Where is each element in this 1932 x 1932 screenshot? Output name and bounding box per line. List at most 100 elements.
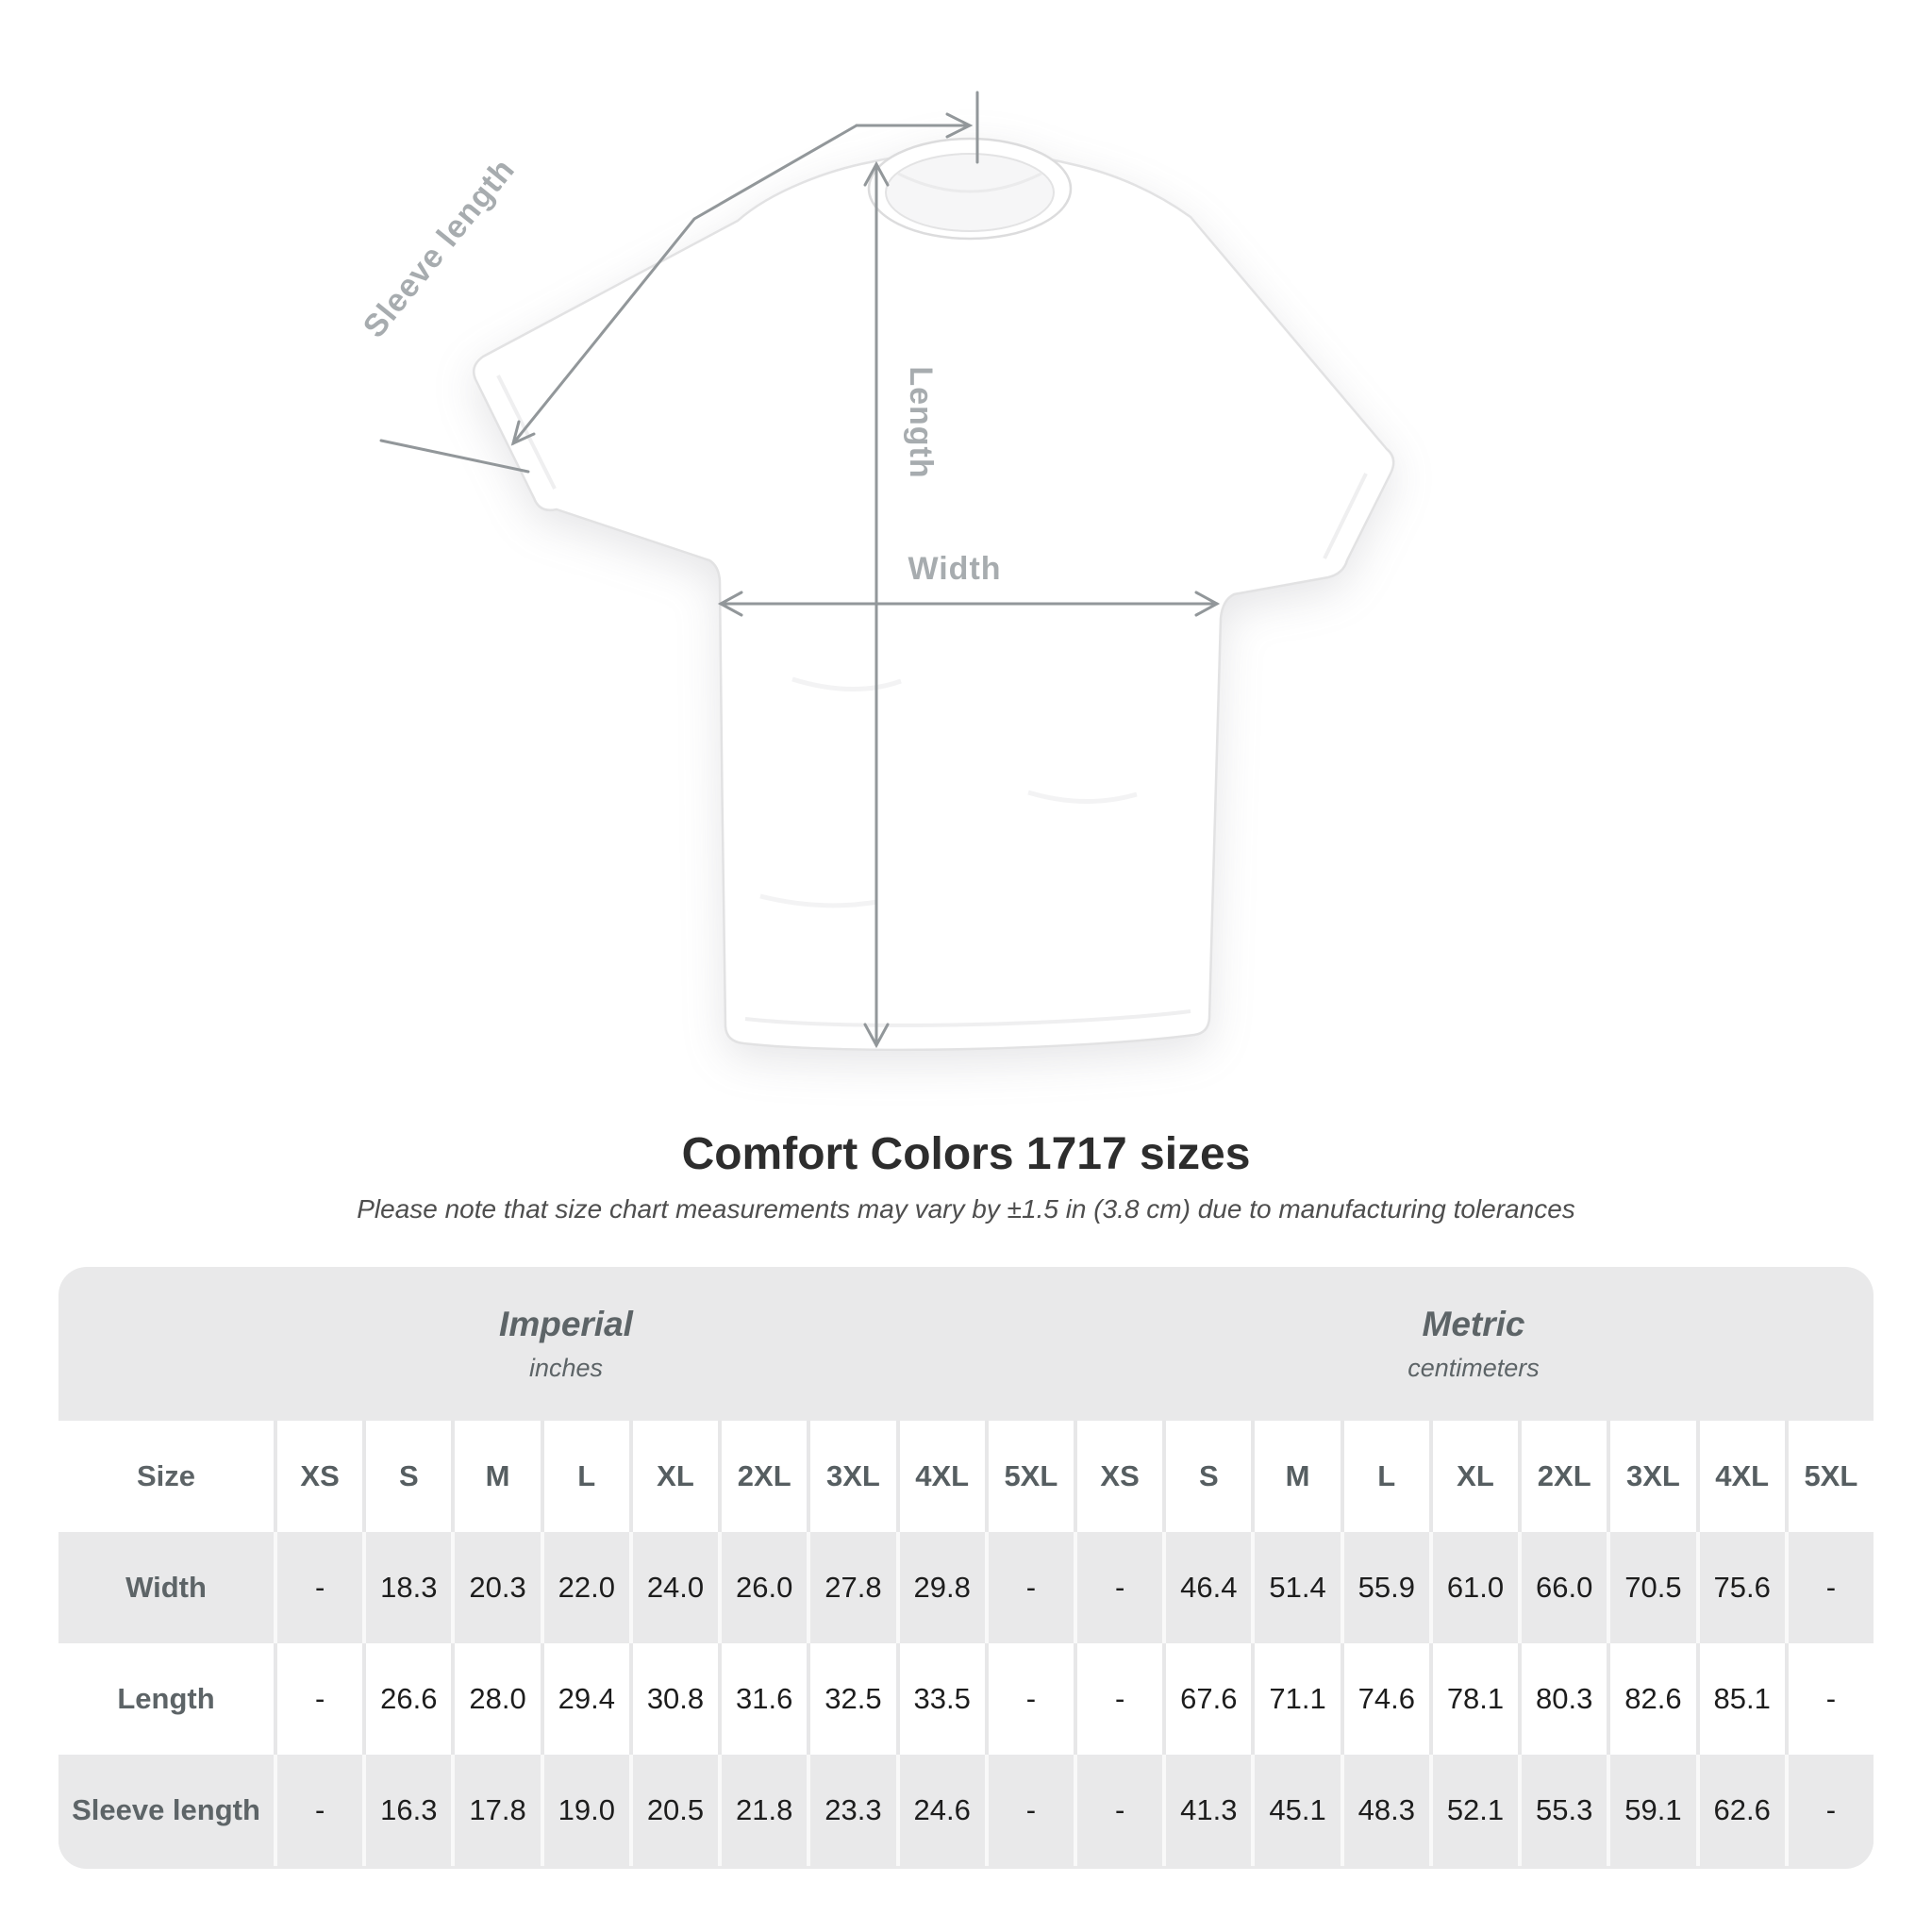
table-cell: 17.8 (451, 1755, 541, 1866)
table-cell: 55.9 (1340, 1532, 1429, 1643)
table-cell: - (1073, 1755, 1163, 1866)
table-cell: 66.0 (1518, 1532, 1607, 1643)
size-header: 4XL (1695, 1421, 1785, 1532)
size-header: L (1340, 1421, 1429, 1532)
table-cell: 78.1 (1428, 1643, 1519, 1755)
tshirt-diagram-svg: Sleeve length Length Width (357, 91, 1395, 1052)
left-sleeve-hem-stitch (496, 375, 557, 490)
metric-group-header: Metric centimeters (1074, 1267, 1874, 1421)
table-cell: - (274, 1532, 363, 1643)
table-cell: 45.1 (1251, 1755, 1341, 1866)
width-label: Width (908, 551, 1001, 587)
bottom-hem-stitch (744, 1009, 1191, 1027)
table-cell: 55.3 (1518, 1755, 1607, 1866)
size-header: XL (1428, 1421, 1519, 1532)
size-header: 2XL (1518, 1421, 1607, 1532)
size-header: M (451, 1421, 541, 1532)
table-cell: 29.8 (895, 1532, 985, 1643)
size-grid: Size XS S M L XL 2XL 3XL 4XL 5XL XS S M … (58, 1421, 1874, 1866)
table-cell: - (1784, 1755, 1874, 1866)
size-header: 3XL (807, 1421, 896, 1532)
table-cell: - (1073, 1532, 1163, 1643)
table-cell: 21.8 (718, 1755, 808, 1866)
table-cell: 27.8 (807, 1532, 896, 1643)
size-header: L (540, 1421, 629, 1532)
table-cell: 71.1 (1251, 1643, 1341, 1755)
size-header: XS (274, 1421, 363, 1532)
table-cell: 22.0 (540, 1532, 629, 1643)
table-cell: 70.5 (1607, 1532, 1696, 1643)
table-cell: 59.1 (1607, 1755, 1696, 1866)
table-cell: - (984, 1643, 1074, 1755)
size-header: S (362, 1421, 452, 1532)
table-cell: 41.3 (1162, 1755, 1252, 1866)
table-cell: 32.5 (807, 1643, 896, 1755)
table-cell: - (274, 1643, 363, 1755)
corner-label: Size (58, 1421, 274, 1532)
table-cell: 51.4 (1251, 1532, 1341, 1643)
table-cell: 33.5 (895, 1643, 985, 1755)
imperial-group-header: Imperial inches (58, 1267, 1074, 1421)
size-header: 4XL (895, 1421, 985, 1532)
table-cell: 74.6 (1340, 1643, 1429, 1755)
width-arrowhead-left (717, 591, 743, 617)
table-cell: 82.6 (1607, 1643, 1696, 1755)
table-cell: 61.0 (1428, 1532, 1519, 1643)
page-title: Comfort Colors 1717 sizes (681, 1129, 1251, 1179)
length-arrowhead-top (863, 160, 890, 187)
table-cell: 20.5 (628, 1755, 719, 1866)
size-header: XS (1073, 1421, 1163, 1532)
table-cell: 46.4 (1162, 1532, 1252, 1643)
table-cell: 80.3 (1518, 1643, 1607, 1755)
table-cell: 26.0 (718, 1532, 808, 1643)
tshirt-illustration (473, 137, 1395, 1052)
table-cell: 28.0 (451, 1643, 541, 1755)
row-label: Sleeve length (58, 1755, 274, 1866)
length-dimension: Length (863, 160, 939, 1049)
sleeve-length-label: Sleeve length (357, 152, 523, 344)
table-cell: 30.8 (628, 1643, 719, 1755)
sleeve-length-diagonal-segment (511, 124, 858, 445)
table-cell: 31.6 (718, 1643, 808, 1755)
table-cell: - (1073, 1643, 1163, 1755)
table-cell: - (1784, 1643, 1874, 1755)
sleeve-length-arrowhead-left (510, 420, 536, 446)
table-cell: - (1784, 1532, 1874, 1643)
table-cell: 24.6 (895, 1755, 985, 1866)
size-header: M (1251, 1421, 1341, 1532)
tolerance-note: Please note that size chart measurements… (357, 1194, 1575, 1224)
table-cell: 19.0 (540, 1755, 629, 1866)
table-cell: - (984, 1755, 1074, 1866)
tshirt-measurement-diagram: Sleeve length Length Width (357, 91, 1395, 1052)
length-label: Length (903, 366, 939, 478)
width-arrowhead-right (1194, 591, 1221, 617)
table-cell: 62.6 (1695, 1755, 1785, 1866)
metric-group-unit: centimeters (1407, 1354, 1540, 1382)
imperial-group-unit: inches (528, 1354, 604, 1382)
table-cell: 26.6 (362, 1643, 452, 1755)
row-label: Length (58, 1643, 274, 1755)
size-header: 5XL (984, 1421, 1074, 1532)
sleeve-length-arrowhead-right (945, 112, 974, 139)
unit-group-header: Imperial inches Metric centimeters (58, 1267, 1874, 1421)
table-cell: 85.1 (1695, 1643, 1785, 1755)
imperial-group-label: Imperial (499, 1305, 633, 1343)
table-cell: 29.4 (540, 1643, 629, 1755)
sleeve-end-tick (379, 439, 530, 474)
table-cell: 20.3 (451, 1532, 541, 1643)
tshirt-body (473, 150, 1395, 1052)
table-cell: 67.6 (1162, 1643, 1252, 1755)
metric-group-label: Metric (1422, 1305, 1525, 1343)
table-cell: 16.3 (362, 1755, 452, 1866)
table-cell: 18.3 (362, 1532, 452, 1643)
length-arrowhead-bottom (863, 1023, 890, 1049)
wrinkle-line (1027, 790, 1138, 805)
right-sleeve-hem-stitch (1323, 473, 1368, 559)
size-chart-table: Imperial inches Metric centimeters Size … (58, 1267, 1874, 1869)
table-cell: 52.1 (1428, 1755, 1519, 1866)
size-header: 2XL (718, 1421, 808, 1532)
width-dimension: Width (717, 551, 1221, 617)
table-cell: 24.0 (628, 1532, 719, 1643)
size-header: XL (628, 1421, 719, 1532)
table-cell: 75.6 (1695, 1532, 1785, 1643)
